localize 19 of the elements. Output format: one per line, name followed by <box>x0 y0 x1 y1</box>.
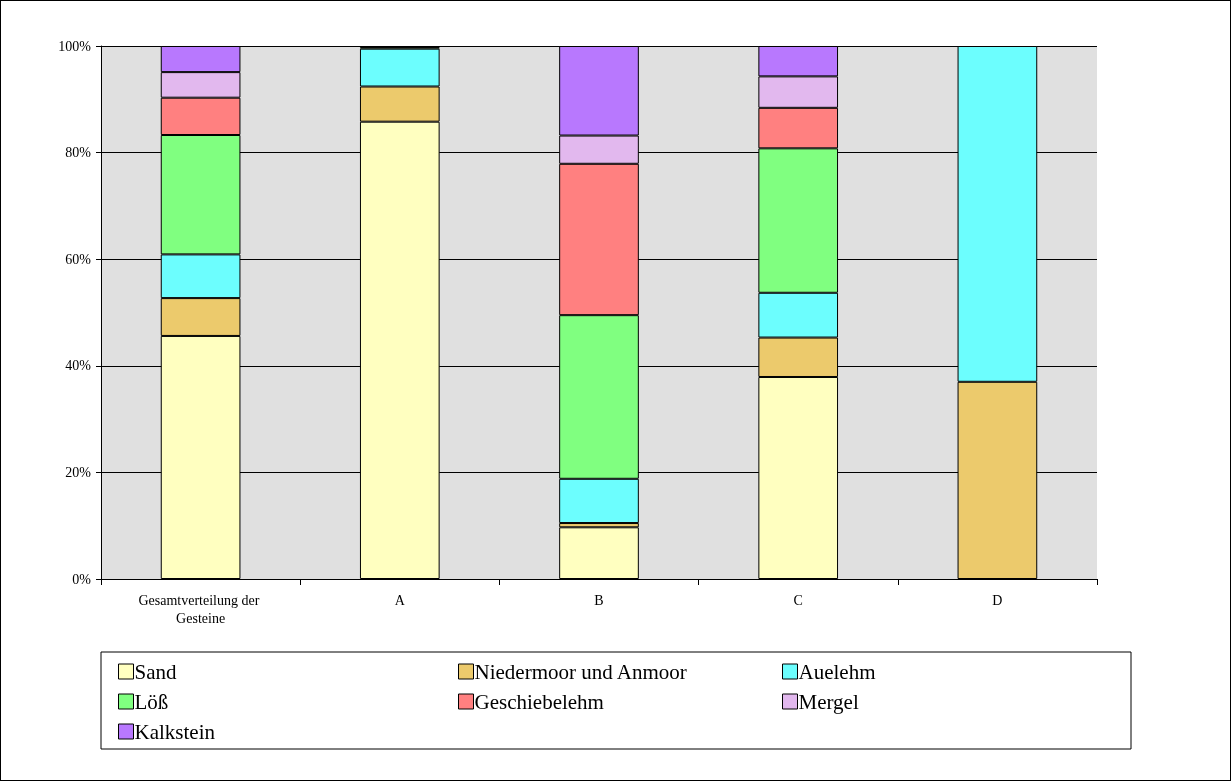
bar <box>559 527 639 579</box>
y-tick-label: 40% <box>65 358 92 374</box>
x-tick-label: B <box>594 592 604 608</box>
legend-label: Niedermoor und Anmoor <box>474 659 687 684</box>
legend-label: Löß <box>134 689 169 714</box>
y-tick-label: 80% <box>65 145 92 161</box>
x-tick-label: C <box>793 592 803 608</box>
legend-label: Geschiebelehm <box>474 689 604 714</box>
y-tick-label: 100% <box>58 38 92 54</box>
x-tick-label: A <box>394 592 406 608</box>
y-tick-label: 60% <box>65 251 92 267</box>
x-tick-label: Gesamtverteilung der Gesteine <box>138 592 263 626</box>
legend-label: Kalkstein <box>134 719 216 744</box>
legend-label: Auelehm <box>798 659 876 684</box>
y-tick-label: 0% <box>72 571 92 587</box>
legend-label: Mergel <box>798 689 859 714</box>
x-tick-label: D <box>992 592 1003 608</box>
y-tick-label: 20% <box>65 464 92 480</box>
legend-label: Sand <box>134 659 177 684</box>
